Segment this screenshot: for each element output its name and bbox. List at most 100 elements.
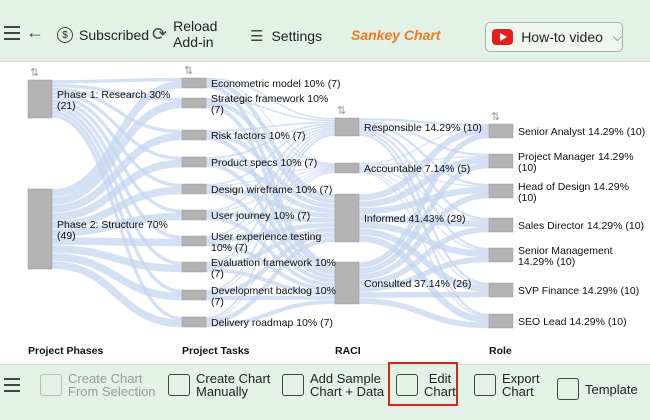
- sankey-node[interactable]: [488, 183, 514, 199]
- sankey-node[interactable]: [488, 313, 514, 329]
- settings-label: Settings: [271, 28, 323, 44]
- sankey-node-label: Development backlog 10%: [211, 285, 336, 297]
- sliders-icon: ☰: [250, 28, 264, 45]
- sankey-link: [205, 127, 336, 212]
- sankey-link: [51, 212, 183, 237]
- sankey-link: [358, 256, 490, 292]
- sankey-link: [205, 77, 336, 120]
- sankey-link: [51, 84, 183, 102]
- sankey-node[interactable]: [488, 247, 514, 263]
- sankey-link: [205, 158, 336, 214]
- sankey-link: [205, 190, 336, 283]
- sankey-link: [51, 237, 183, 247]
- sankey-link: [51, 114, 183, 321]
- sankey-node[interactable]: [27, 188, 53, 270]
- sankey-link: [358, 128, 490, 251]
- add-sample-line2: Chart + Data: [310, 384, 385, 399]
- sankey-node[interactable]: [181, 209, 207, 221]
- sankey-link: [205, 132, 336, 292]
- add-sample-chart-button[interactable]: Add Sample Chart + Data: [282, 372, 384, 398]
- column-label: Project Tasks: [182, 345, 250, 357]
- sankey-link: [205, 79, 336, 199]
- sankey-node[interactable]: [488, 217, 514, 233]
- menu-icon[interactable]: [4, 26, 20, 40]
- sankey-node-label: Design wireframe 10% (7): [211, 184, 332, 196]
- export-chart-button[interactable]: Export Chart: [474, 372, 540, 398]
- sankey-node-label: Responsible 14.29% (10): [364, 122, 482, 134]
- sankey-link: [205, 216, 336, 288]
- sankey-node[interactable]: [334, 117, 360, 137]
- sankey-link: [358, 192, 490, 280]
- sankey-node-label: Senior Management: [518, 245, 613, 257]
- grid-icon: [168, 374, 190, 396]
- bottom-toolbar: [0, 364, 650, 420]
- sankey-link: [358, 170, 490, 287]
- sankey-node-label: Phase 1: Research 30%: [57, 89, 170, 101]
- bottom-menu-icon[interactable]: [4, 378, 20, 392]
- sankey-node-label: Accountable 7.14% (5): [364, 163, 470, 175]
- sample-chart-icon: [282, 374, 304, 396]
- sankey-node-value-label: 10% (7): [211, 242, 248, 254]
- sankey-node[interactable]: [334, 193, 360, 243]
- dollar-icon: $: [57, 27, 73, 43]
- sankey-link: [51, 110, 183, 294]
- sankey-labels: Phase 1: Research 30%(21) Phase 2: Struct…: [57, 78, 645, 329]
- column-labels: Project Phases Project Tasks RACI Role: [28, 345, 512, 357]
- sankey-link: [205, 125, 336, 186]
- sort-arrows-icon[interactable]: ⇅: [337, 104, 346, 117]
- howto-label: How-to video: [521, 29, 603, 45]
- sankey-node[interactable]: [181, 156, 207, 168]
- sankey-node[interactable]: [181, 289, 207, 301]
- sankey-node[interactable]: [181, 235, 207, 247]
- sankey-node[interactable]: [181, 129, 207, 141]
- template-icon: [557, 378, 579, 400]
- sankey-chart: Phase 1: Research 30%(21) Phase 2: Struct…: [27, 64, 645, 357]
- sankey-node[interactable]: [27, 79, 53, 119]
- sankey-node[interactable]: [181, 97, 207, 109]
- create-selection-line2: From Selection: [68, 384, 156, 399]
- sankey-nodes: [27, 77, 514, 329]
- sankey-link: [205, 185, 336, 218]
- sankey-node-label: Project Manager 14.29%: [518, 151, 634, 163]
- youtube-icon: [492, 29, 514, 45]
- sankey-node[interactable]: [181, 77, 207, 89]
- edit-chart-button[interactable]: Edit Chart: [396, 372, 456, 398]
- sankey-node-label: Delivery roadmap 10% (7): [211, 317, 333, 329]
- sankey-link: [205, 232, 336, 297]
- sankey-link: [358, 171, 490, 318]
- sankey-node[interactable]: [488, 153, 514, 169]
- sort-arrows-icon[interactable]: ⇅: [30, 66, 39, 79]
- sankey-link: [358, 162, 490, 274]
- sankey-node[interactable]: [181, 316, 207, 328]
- sankey-node[interactable]: [181, 183, 207, 195]
- sankey-node-label: SEO Lead 14.29% (10): [518, 316, 627, 328]
- settings-button[interactable]: ☰ Settings: [250, 27, 322, 45]
- export-line2: Chart: [502, 384, 534, 399]
- sort-arrows-icon[interactable]: ⇅: [184, 64, 193, 77]
- sankey-link: [51, 132, 183, 213]
- sankey-link: [51, 91, 183, 161]
- sort-arrows-icon[interactable]: ⇅: [491, 110, 500, 123]
- sankey-node[interactable]: [334, 162, 360, 174]
- template-button[interactable]: Template: [557, 378, 638, 400]
- create-manual-line1: Create Chart: [196, 371, 271, 386]
- sankey-node-value-label: (21): [57, 100, 76, 112]
- subscribed-label: Subscribed: [79, 27, 150, 43]
- sankey-node[interactable]: [334, 261, 360, 305]
- subscribed-button[interactable]: $ Subscribed: [57, 27, 149, 43]
- sankey-node[interactable]: [488, 282, 514, 298]
- back-arrow-icon[interactable]: ←: [26, 22, 44, 42]
- sankey-node-label: User experience testing: [211, 231, 321, 243]
- export-line1: Export: [502, 371, 540, 386]
- sankey-node[interactable]: [181, 261, 207, 273]
- column-label: Role: [489, 345, 512, 357]
- template-label: Template: [585, 381, 638, 397]
- create-chart-from-selection-button[interactable]: Create Chart From Selection: [40, 372, 155, 398]
- sankey-link: [51, 87, 183, 134]
- sankey-node[interactable]: [488, 123, 514, 139]
- create-chart-manually-button[interactable]: Create Chart Manually: [168, 372, 270, 398]
- howto-video-dropdown[interactable]: How-to video ⌵: [485, 22, 623, 52]
- column-label: Project Phases: [28, 345, 103, 357]
- chevron-down-icon: ⌵: [612, 29, 622, 44]
- reload-addin-button[interactable]: ⟳ Reload Add-in: [152, 18, 217, 50]
